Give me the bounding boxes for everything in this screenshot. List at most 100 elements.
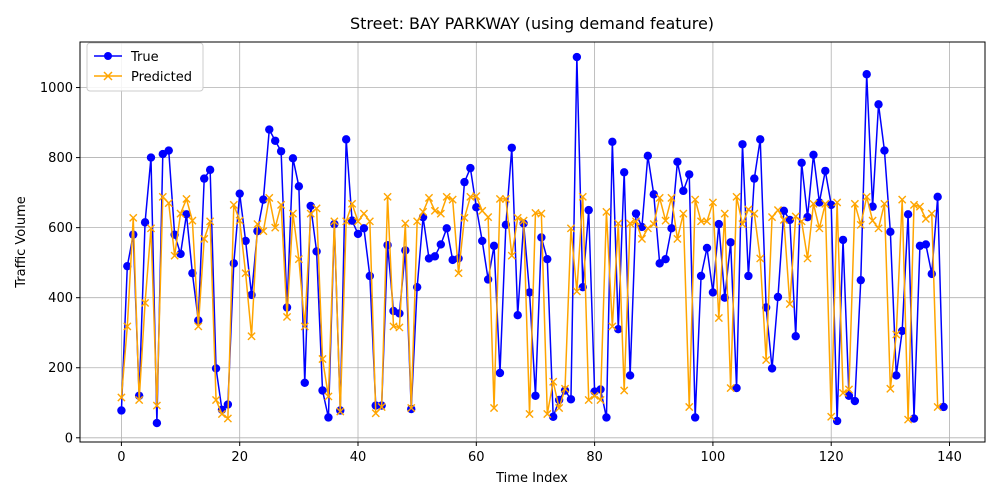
- predicted-point: [566, 224, 576, 233]
- x-tick-label: 120: [819, 450, 844, 465]
- true-point: [318, 386, 327, 395]
- true-point: [235, 189, 244, 198]
- predicted-point: [679, 209, 688, 218]
- true-point: [300, 378, 309, 388]
- predicted-point: [342, 217, 351, 226]
- true-point: [259, 195, 268, 204]
- true-point: [265, 125, 274, 134]
- predicted-point: [555, 403, 564, 413]
- true-point: [832, 416, 842, 426]
- predicted-point: [146, 224, 156, 233]
- y-axis-ticks: 0 200 400 600 800 1000: [40, 81, 80, 446]
- true-point: [673, 157, 682, 166]
- predicted-point: [478, 206, 487, 215]
- predicted-point: [844, 385, 854, 394]
- predicted-point: [336, 407, 345, 416]
- predicted-point: [732, 192, 741, 201]
- predicted-point: [608, 322, 617, 331]
- true-point: [584, 205, 593, 215]
- true-point: [886, 227, 895, 237]
- x-tick-label: 40: [350, 450, 367, 465]
- predicted-point: [271, 223, 280, 232]
- true-point: [200, 174, 209, 183]
- predicted-point: [347, 199, 357, 208]
- true-point: [625, 371, 635, 380]
- true-point: [359, 224, 369, 233]
- true-point: [661, 254, 670, 264]
- true-point: [815, 198, 824, 207]
- true-point: [643, 151, 653, 161]
- y-tick-label: 400: [48, 291, 73, 306]
- predicted-point: [584, 395, 593, 405]
- true-point: [347, 216, 357, 225]
- predicted-point: [377, 402, 386, 412]
- predicted-point: [312, 204, 321, 213]
- true-point: [939, 402, 948, 412]
- predicted-point: [359, 209, 369, 218]
- true-point: [164, 146, 173, 155]
- true-point: [750, 174, 759, 183]
- predicted-point: [708, 198, 718, 207]
- true-point: [726, 238, 735, 247]
- true-point: [442, 224, 451, 233]
- x-tick-label: 100: [700, 450, 725, 465]
- predicted-point: [750, 209, 759, 218]
- predicted-point: [489, 403, 499, 413]
- y-tick-label: 800: [48, 151, 73, 166]
- predicted-point: [424, 193, 434, 202]
- predicted-point: [158, 192, 167, 201]
- predicted-point: [933, 402, 942, 412]
- predicted-point: [170, 251, 179, 260]
- true-point: [667, 224, 676, 233]
- predicted-point: [217, 409, 227, 419]
- predicted-point: [904, 415, 913, 424]
- predicted-point: [383, 192, 392, 201]
- predicted-point: [371, 409, 380, 418]
- true-point: [844, 391, 854, 400]
- predicted-point: [513, 213, 522, 222]
- predicted-point: [649, 220, 658, 229]
- plot-frame: [79, 41, 986, 443]
- true-point: [306, 201, 315, 211]
- predicted-point: [667, 193, 676, 202]
- true-point: [785, 215, 795, 225]
- true-point: [483, 275, 493, 284]
- true-point: [430, 252, 440, 261]
- true-point: [637, 222, 647, 232]
- true-point: [732, 383, 741, 393]
- predicted-point: [756, 254, 765, 263]
- predicted-point: [560, 384, 570, 393]
- true-point: [791, 332, 800, 341]
- true-point: [685, 170, 694, 179]
- predicted-point: [572, 287, 581, 296]
- predicted-point: [785, 299, 794, 309]
- true-point: [365, 271, 375, 281]
- true-point: [856, 275, 865, 285]
- predicted-point: [803, 254, 812, 263]
- predicted-point: [484, 213, 493, 222]
- predicted-point: [253, 220, 262, 229]
- predicted-point: [448, 195, 457, 204]
- true-point: [294, 182, 304, 191]
- true-point: [288, 154, 298, 163]
- x-tick-label: 20: [231, 450, 248, 465]
- true-point: [549, 412, 558, 421]
- true-point: [436, 240, 446, 249]
- true-point: [176, 249, 185, 259]
- predicted-point: [815, 224, 824, 233]
- predicted-point: [247, 332, 256, 341]
- series-layer: [117, 52, 948, 428]
- y-tick-label: 600: [48, 221, 73, 236]
- predicted-point: [507, 251, 516, 260]
- predicted-point: [241, 269, 250, 278]
- true-point: [401, 246, 410, 255]
- legend-predicted-label: Predicted: [131, 70, 192, 85]
- true-point: [117, 406, 126, 415]
- y-axis-label: Traffic Volume: [14, 196, 29, 289]
- true-point: [655, 259, 664, 268]
- true-point: [353, 229, 363, 239]
- predicted-point: [643, 224, 652, 233]
- predicted-point: [182, 194, 191, 204]
- predicted-point: [762, 355, 771, 365]
